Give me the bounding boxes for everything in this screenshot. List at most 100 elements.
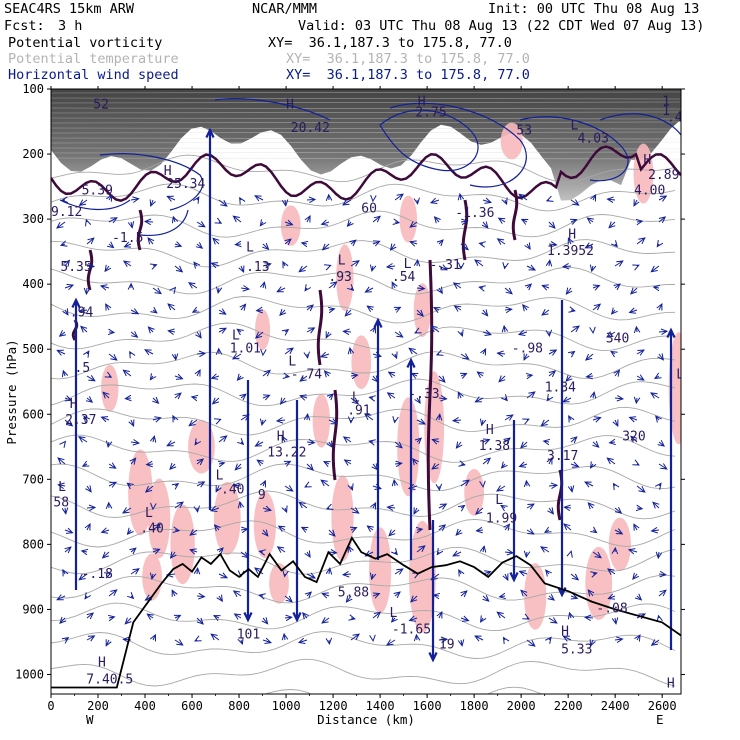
wind-vector-shaft	[504, 523, 510, 531]
wind-vector-shaft	[482, 595, 490, 602]
wind-vector	[583, 614, 594, 622]
wind-vector-head	[167, 303, 175, 311]
wind-vector-head	[347, 416, 355, 424]
wind-vector-head	[320, 479, 328, 487]
wind-vector-shaft	[372, 240, 380, 245]
wind-vector-head	[197, 481, 206, 488]
wind-vector-shaft	[658, 463, 668, 470]
wind-vector-head	[215, 347, 223, 355]
wind-vector-shaft	[262, 369, 271, 377]
x-tick-label: 1200	[319, 699, 348, 713]
wind-vector-shaft	[526, 265, 536, 271]
wind-vector	[479, 418, 487, 427]
wind-vector-shaft	[306, 441, 315, 444]
wind-vector-head	[590, 526, 598, 534]
wind-vector-head	[431, 463, 439, 470]
wind-vector-head	[571, 573, 580, 581]
wind-vector-shaft	[496, 485, 506, 492]
wind-vector-head	[407, 483, 416, 490]
wind-vector	[656, 240, 664, 248]
contour-label: L	[352, 390, 360, 405]
wind-vector-head	[657, 353, 664, 361]
wind-vector-head	[239, 303, 247, 311]
wind-vector	[259, 281, 267, 289]
theta-contour	[51, 183, 676, 212]
wind-vector	[108, 217, 118, 224]
wind-vector	[650, 265, 660, 273]
wind-vector-head	[326, 440, 333, 449]
wind-vector-head	[171, 589, 178, 597]
wind-vector-head	[392, 218, 401, 225]
wind-vector-head	[517, 329, 526, 336]
wind-vector	[147, 237, 155, 245]
wind-vector	[64, 395, 73, 402]
wind-vector	[302, 612, 309, 620]
wind-vector	[636, 374, 645, 381]
wind-vector-shaft	[196, 458, 204, 465]
wind-vector-head	[656, 614, 663, 623]
wind-vector-head	[518, 570, 527, 577]
wind-vector	[570, 573, 580, 581]
wind-vector	[78, 307, 88, 314]
wind-vector	[196, 592, 206, 600]
wind-vector-head	[540, 419, 548, 427]
wind-vector	[627, 548, 638, 555]
wind-vector	[71, 297, 81, 590]
wind-vector	[149, 633, 156, 642]
wind-vector	[570, 325, 580, 333]
wind-vector-head	[366, 525, 374, 532]
wind-vector-head	[210, 262, 219, 269]
wind-vector-head	[613, 369, 621, 377]
wind-vector	[570, 461, 580, 468]
wind-vector-shaft	[124, 617, 132, 625]
contour-label: 320	[622, 429, 645, 444]
wind-vector	[666, 327, 676, 650]
wind-vector-head	[84, 592, 92, 600]
wind-vector-head	[592, 440, 600, 448]
wind-vector	[590, 193, 597, 202]
wind-vector	[452, 550, 462, 557]
wind-vector	[320, 219, 330, 226]
wind-vector-head	[589, 326, 596, 335]
wind-vector-head	[628, 307, 637, 314]
wind-vector	[611, 617, 619, 625]
wind-vector-head	[176, 639, 184, 646]
wind-vector	[86, 237, 95, 245]
wind-vector	[239, 303, 247, 311]
wind-vector-shaft	[498, 375, 506, 383]
wind-vector-head	[87, 262, 96, 270]
contour-label: -.33	[408, 387, 439, 402]
wind-vector-head	[654, 482, 662, 490]
wind-vector	[481, 221, 489, 229]
wind-vector	[570, 436, 578, 444]
wind-vector	[282, 260, 289, 269]
contour-label: 13.22	[267, 446, 306, 461]
contour-label: H	[486, 423, 494, 438]
wind-vector-head	[610, 307, 618, 315]
wind-vector	[587, 502, 595, 510]
wind-vector-shaft	[496, 611, 506, 619]
wind-vector-shaft	[255, 331, 264, 339]
wind-vector	[455, 528, 463, 536]
wind-vector-head	[254, 567, 262, 575]
wind-vector	[436, 239, 444, 247]
wind-vector-head	[440, 264, 449, 271]
wind-vector-head	[386, 392, 395, 399]
wind-vector	[108, 589, 118, 597]
wind-vector	[100, 527, 110, 534]
wind-vector-head	[292, 612, 302, 623]
wind-vector-head	[414, 437, 423, 445]
wind-vector-head	[461, 243, 469, 251]
wind-vector-shaft	[474, 635, 484, 641]
wind-vector-shaft	[592, 417, 601, 421]
contour-label: .40	[140, 522, 163, 537]
wind-vector	[284, 347, 294, 355]
wind-vector-head	[528, 391, 536, 399]
wind-vector	[430, 325, 440, 333]
wind-vector-head	[153, 523, 161, 531]
wind-vector-head	[167, 328, 175, 336]
wind-vector-head	[238, 265, 245, 274]
wind-vector	[385, 263, 396, 270]
wind-vector	[325, 503, 334, 510]
wind-vector-head	[126, 527, 134, 535]
